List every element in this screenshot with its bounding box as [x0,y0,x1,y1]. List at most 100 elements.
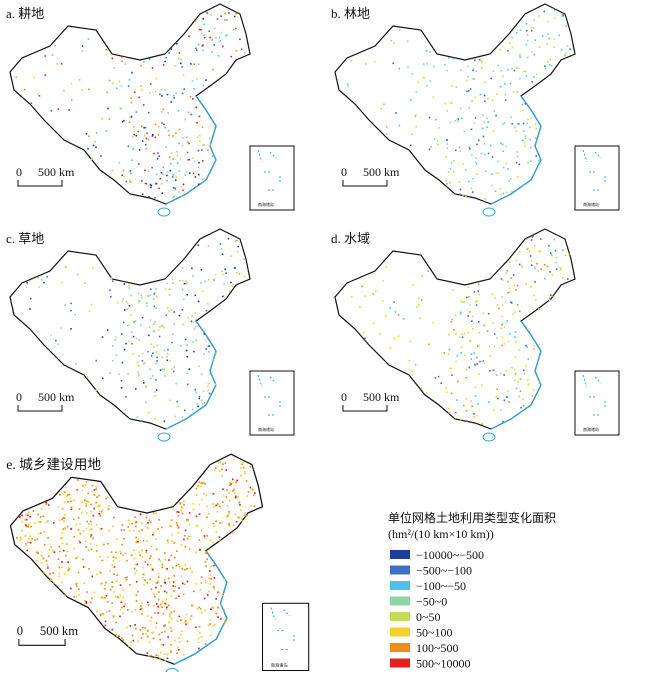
land-cell [473,413,475,415]
land-cell [515,387,518,390]
land-cell [154,90,157,93]
land-cell [467,315,470,317]
land-cell [149,555,152,558]
land-cell [228,511,230,513]
land-cell [499,372,502,375]
land-cell [157,573,160,575]
land-cell [132,321,135,324]
land-cell [37,276,39,279]
land-cell [169,615,171,618]
land-cell [151,67,154,69]
land-cell [166,180,168,182]
land-cell [197,136,199,139]
land-cell [165,146,167,148]
land-cell [228,484,231,486]
land-cell [173,97,175,99]
land-cell [191,315,193,317]
land-cell [72,499,75,502]
land-cell [172,333,174,336]
legend-label: 500~10000 [416,657,471,671]
land-cell [181,416,184,419]
land-cell [177,648,180,651]
land-cell [133,557,136,560]
land-cell [470,340,472,342]
land-cell [59,550,61,553]
land-cell [85,545,87,548]
land-cell [246,495,249,497]
land-cell [164,660,167,662]
land-cell [140,607,143,610]
land-cell [173,610,176,613]
land-cell [81,489,84,492]
land-cell [82,566,85,568]
land-cell [211,51,213,53]
land-cell [527,161,529,164]
land-cell [183,534,186,537]
land-cell [155,173,158,176]
land-cell [175,92,177,94]
land-cell [203,597,206,600]
land-cell [173,195,176,198]
land-cell [133,567,136,570]
land-cell [523,70,525,73]
land-cell [129,625,132,627]
land-cell [96,573,98,576]
land-cell [128,304,131,307]
land-cell [191,570,194,573]
land-cell [418,297,420,299]
land-cell [122,639,125,641]
land-cell [28,511,30,513]
land-cell [145,633,147,635]
land-cell [221,270,223,273]
land-cell [88,523,90,525]
land-cell [43,281,45,284]
land-cell [149,83,152,85]
land-cell [141,522,143,524]
land-cell [108,79,111,82]
land-cell [496,93,498,96]
land-cell [219,39,222,42]
land-cell [124,552,127,554]
land-cell [409,340,412,343]
land-cell [137,540,139,543]
land-cell [453,171,455,173]
land-cell [140,294,142,297]
land-cell [476,363,478,365]
land-cell [47,504,50,506]
land-cell [531,395,533,397]
land-cell [188,35,190,38]
land-cell [146,132,148,135]
land-cell [121,56,123,59]
land-cell [163,420,166,423]
land-cell [103,587,106,590]
land-cell [170,162,172,165]
land-cell [513,284,516,286]
land-cell [488,345,491,348]
land-cell [154,123,157,126]
land-cell [458,181,461,183]
land-cell [139,324,142,326]
land-cell [169,613,171,616]
land-cell [230,55,232,58]
land-cell [175,382,177,385]
land-cell [168,559,170,561]
land-cell [60,63,63,65]
land-cell [70,328,72,330]
land-cell [132,353,135,355]
land-cell [177,58,180,60]
land-cell [472,68,475,70]
land-cell [155,603,158,605]
inset-label: 南海诸岛 [583,426,599,432]
land-cell [43,531,46,533]
land-cell [105,581,107,584]
land-cell [506,396,508,398]
land-cell [512,90,515,93]
land-cell [223,283,225,285]
land-cell [84,600,86,603]
land-cell [181,630,183,633]
land-cell [412,283,414,286]
land-cell [82,558,84,561]
land-cell [415,91,418,93]
land-cell [478,139,480,142]
land-cell [530,239,533,241]
